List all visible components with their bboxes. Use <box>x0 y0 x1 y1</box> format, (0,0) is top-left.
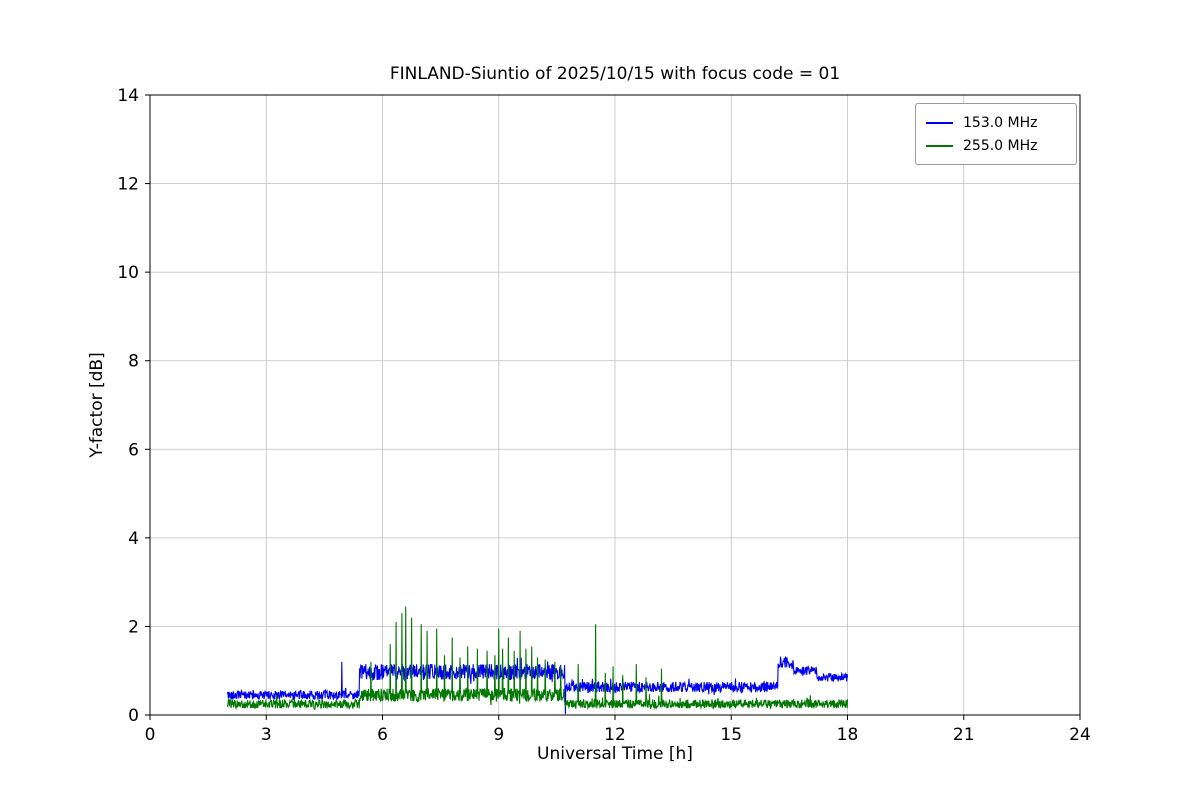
x-axis-label: Universal Time [h] <box>537 744 693 764</box>
legend-label-153-mhz: 153.0 MHz <box>963 114 1038 131</box>
svg-text:12: 12 <box>604 725 626 745</box>
legend-entry-153-mhz: 153.0 MHz <box>926 111 1066 134</box>
svg-text:18: 18 <box>837 725 859 745</box>
legend-entry-255-mhz: 255.0 MHz <box>926 134 1066 157</box>
svg-text:0: 0 <box>145 725 156 745</box>
svg-text:2: 2 <box>128 617 139 637</box>
svg-text:4: 4 <box>128 529 139 549</box>
svg-text:6: 6 <box>128 440 139 460</box>
svg-text:6: 6 <box>377 725 388 745</box>
legend-swatch-153-mhz <box>926 121 953 124</box>
svg-text:12: 12 <box>117 175 139 195</box>
svg-text:24: 24 <box>1069 725 1091 745</box>
chart-title: FINLAND-Siuntio of 2025/10/15 with focus… <box>389 64 841 84</box>
svg-text:8: 8 <box>128 352 139 372</box>
svg-text:21: 21 <box>953 725 975 745</box>
svg-text:0: 0 <box>128 706 139 726</box>
svg-text:3: 3 <box>261 725 272 745</box>
svg-text:9: 9 <box>493 725 504 745</box>
legend-swatch-255-mhz <box>926 144 953 147</box>
legend: 153.0 MHz 255.0 MHz <box>915 103 1077 165</box>
svg-text:15: 15 <box>720 725 742 745</box>
svg-text:14: 14 <box>117 86 139 106</box>
legend-label-255-mhz: 255.0 MHz <box>963 137 1038 154</box>
svg-text:10: 10 <box>117 263 139 283</box>
